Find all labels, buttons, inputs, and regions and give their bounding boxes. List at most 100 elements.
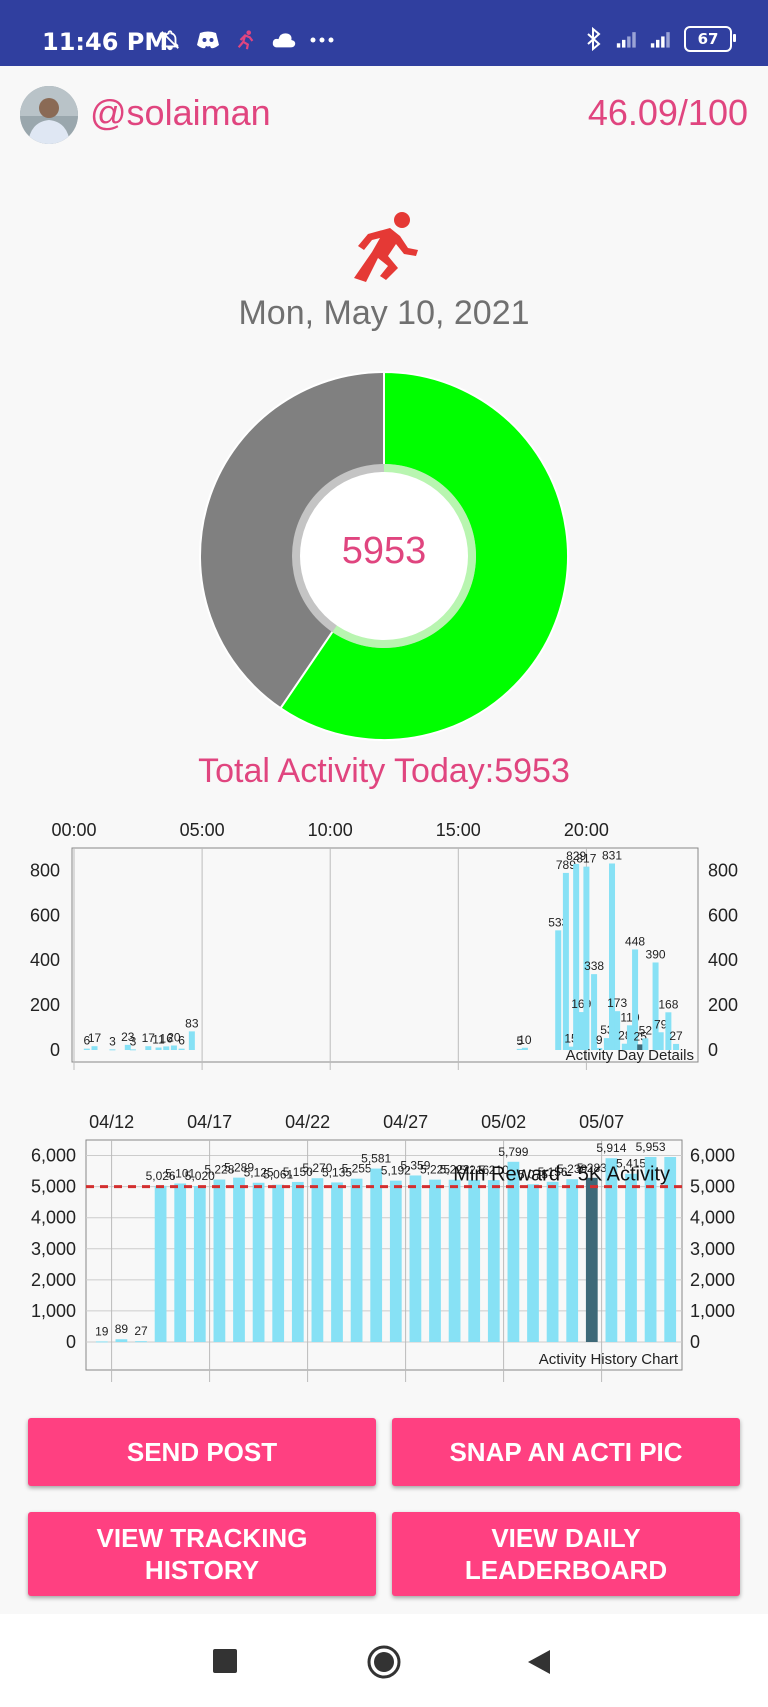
- reference-line-label: Min Reward - 5K Activity: [453, 1164, 670, 1186]
- y-tick-label-right: 200: [708, 995, 738, 1015]
- y-tick-label-left: 0: [66, 1332, 76, 1352]
- bar: [555, 930, 562, 1050]
- system-icons: 67: [582, 26, 736, 52]
- back-icon[interactable]: [526, 1648, 552, 1680]
- bar: [583, 866, 590, 1050]
- bar-value-label: 89: [115, 1322, 129, 1336]
- snap-acti-pic-button[interactable]: SNAP AN ACTI PIC: [392, 1418, 740, 1486]
- y-tick-label-left: 200: [30, 995, 60, 1015]
- bar: [115, 1339, 128, 1342]
- x-tick-label: 15:00: [436, 820, 481, 840]
- status-bar: 11:46 PM 67: [0, 0, 768, 66]
- bar-value-label: 9: [596, 1033, 603, 1047]
- x-tick-label: 05:00: [180, 820, 225, 840]
- y-tick-label-right: 400: [708, 950, 738, 970]
- y-tick-label-left: 400: [30, 950, 60, 970]
- bar-value-label: 5,222: [440, 1163, 470, 1177]
- signal-icon: [616, 27, 640, 51]
- activity-score: 46.09/100: [587, 92, 748, 133]
- y-tick-label-left: 800: [30, 860, 60, 880]
- bar: [291, 1181, 304, 1342]
- view-daily-leaderboard-button[interactable]: VIEW DAILY LEADERBOARD: [392, 1512, 740, 1596]
- bell-off-icon: [158, 28, 182, 52]
- bar-value-label: 10: [518, 1033, 532, 1047]
- bar: [213, 1179, 226, 1342]
- runner-small-icon: [234, 28, 258, 52]
- bar: [163, 1046, 170, 1050]
- bar: [233, 1177, 245, 1342]
- bar-value-label: 831: [602, 848, 622, 862]
- date-label: Mon, May 10, 2021: [238, 294, 530, 332]
- y-tick-label-right: 2,000: [690, 1270, 735, 1290]
- x-tick-label: 10:00: [308, 820, 353, 840]
- home-icon[interactable]: [366, 1644, 402, 1684]
- runner-icon: [344, 208, 424, 288]
- bar: [673, 1043, 680, 1050]
- bar-value-label: 5,581: [361, 1152, 391, 1166]
- x-tick-label: 04/12: [89, 1112, 134, 1132]
- bar: [487, 1180, 500, 1342]
- bar: [664, 1156, 677, 1342]
- view-tracking-history-button[interactable]: VIEW TRACKING HISTORY: [28, 1512, 376, 1596]
- bar-value-label: 5,255: [342, 1162, 372, 1176]
- bar-value-label: 5,125: [244, 1166, 274, 1180]
- bar: [665, 1012, 672, 1050]
- bar: [507, 1161, 520, 1342]
- notification-icons: [158, 28, 334, 52]
- bar: [188, 1031, 195, 1050]
- avatar[interactable]: [20, 86, 78, 144]
- signal-icon-2: [650, 27, 674, 51]
- plot-frame: [85, 1139, 683, 1371]
- y-tick-label-left: 3,000: [31, 1239, 76, 1259]
- bar: [573, 863, 580, 1050]
- bar: [568, 1046, 575, 1050]
- bar: [370, 1168, 383, 1342]
- y-tick-label-left: 4,000: [31, 1208, 76, 1228]
- total-activity-label: Total Activity Today:5953: [198, 752, 570, 790]
- bar-value-label: 5,192: [381, 1164, 411, 1178]
- y-tick-label-right: 800: [708, 860, 738, 880]
- bar: [516, 1048, 523, 1050]
- bar-value-label: 20: [167, 1031, 181, 1045]
- y-tick-label-right: 4,000: [690, 1208, 735, 1228]
- bar-value-label: 168: [658, 997, 678, 1011]
- bar: [591, 974, 598, 1050]
- bar-value-label: 829: [566, 849, 586, 863]
- bar-value-label: 5,289: [224, 1161, 254, 1175]
- bar: [409, 1175, 422, 1342]
- bar: [448, 1179, 461, 1342]
- bar-value-label: 11: [152, 1033, 165, 1047]
- y-tick-label-left: 0: [50, 1040, 60, 1060]
- x-tick-label: 05/02: [481, 1112, 526, 1132]
- battery-indicator: 67: [684, 26, 736, 52]
- y-tick-label-left: 600: [30, 905, 60, 925]
- activity-day-chart-svg: 00:00 05:00 10:00 15:00 20:00 0 0 200 200 400 400 6…: [30, 820, 738, 1070]
- x-tick-label: 04/27: [383, 1112, 428, 1132]
- bar: [562, 872, 569, 1050]
- bar-value-label: 5,210: [479, 1163, 509, 1177]
- bar-value-label: 27: [669, 1029, 683, 1043]
- donut-center-value: 5953: [341, 530, 427, 572]
- bar: [585, 1177, 598, 1342]
- activity-history-chart: 0 0 1,000 1,000 2,000 2,000 3,000 3,000 4,000 4,0…: [0, 1106, 768, 1382]
- bar-value-label: 173: [607, 996, 627, 1010]
- bar: [129, 1049, 136, 1051]
- send-post-button[interactable]: SEND POST: [28, 1418, 376, 1486]
- bar: [566, 1179, 579, 1342]
- bar-value-label: 5: [516, 1034, 523, 1048]
- plot-frame: [71, 847, 699, 1063]
- bar-value-label: 5,156: [538, 1165, 568, 1179]
- bar-value-label: 3: [130, 1034, 137, 1048]
- bar: [174, 1183, 187, 1342]
- bar-value-label: 27: [134, 1324, 148, 1338]
- bar-value-label: 5,953: [636, 1140, 666, 1154]
- recents-icon[interactable]: [212, 1648, 238, 1678]
- bar-value-label: 390: [646, 947, 666, 961]
- bar: [644, 1156, 657, 1342]
- bar-value-label: 5,135: [322, 1165, 352, 1179]
- bar: [605, 1158, 618, 1342]
- bar-value-label: 5,270: [302, 1161, 332, 1175]
- bar: [637, 1044, 644, 1050]
- bar: [621, 1043, 628, 1050]
- bar: [272, 1184, 285, 1342]
